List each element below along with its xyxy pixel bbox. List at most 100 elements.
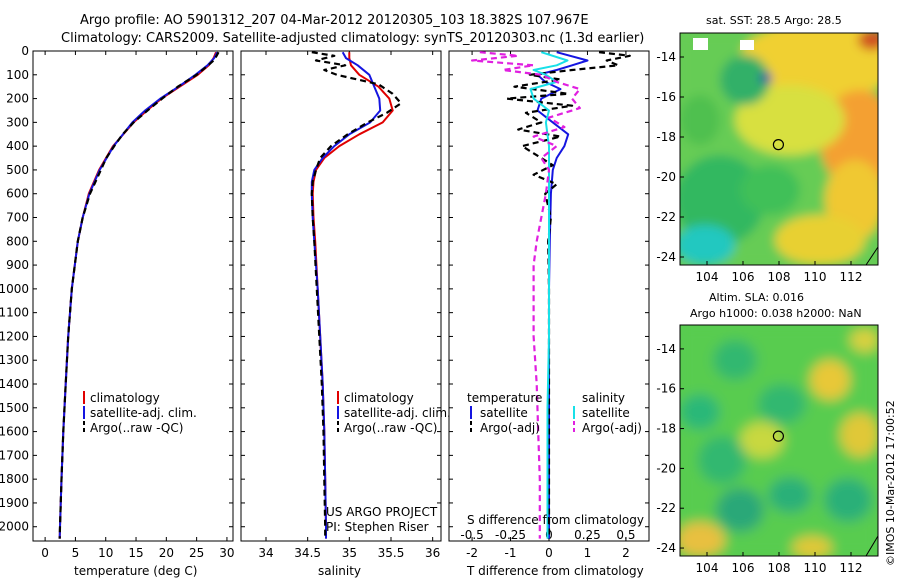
y-tick-label: 1400 bbox=[0, 377, 29, 391]
y-tick-label: 800 bbox=[6, 234, 29, 248]
y-tick-label: 1900 bbox=[0, 496, 29, 510]
y-tick-label: 700 bbox=[6, 211, 29, 225]
legend-climatology: climatology bbox=[344, 391, 414, 405]
sla-map-subtitle: Argo h1000: 0.038 h2000: NaN bbox=[690, 307, 862, 320]
lat-tick-label: -14 bbox=[656, 50, 676, 64]
sla-map-image bbox=[680, 325, 878, 556]
lat-tick-label: -16 bbox=[656, 90, 676, 104]
x-tick-label: 0 bbox=[41, 546, 49, 560]
legend-argo: Argo(..raw -QC) bbox=[90, 421, 183, 435]
y-tick-label: 1500 bbox=[0, 401, 29, 415]
x-tick-label: -2 bbox=[466, 546, 478, 560]
legend-temperature-title: temperature bbox=[467, 391, 542, 405]
lon-tick-label: 110 bbox=[804, 561, 827, 575]
temperature-legend: climatology satellite-adj. clim. Argo(..… bbox=[83, 391, 197, 435]
series-satellite bbox=[58, 51, 219, 539]
lat-tick-label: -24 bbox=[656, 541, 676, 555]
x-tick-label: 2 bbox=[622, 546, 630, 560]
series-satellite bbox=[310, 51, 382, 539]
lat-tick-label: -18 bbox=[656, 130, 676, 144]
x-tick-label: 30 bbox=[219, 546, 234, 560]
sst-nodata-patch bbox=[693, 38, 708, 50]
coastline bbox=[865, 535, 878, 556]
legend-salinity-title: salinity bbox=[582, 391, 625, 405]
y-tick-label: 100 bbox=[6, 68, 29, 82]
s-diff-tick-label: 0.5 bbox=[616, 528, 635, 542]
project-annotation: US ARGO PROJECT bbox=[326, 505, 438, 519]
y-tick-label: 1200 bbox=[0, 329, 29, 343]
argo-position-marker bbox=[772, 139, 785, 151]
legend-satellite: satellite-adj. clim. bbox=[90, 406, 197, 420]
sst-map-title: sat. SST: 28.5 Argo: 28.5 bbox=[706, 14, 842, 27]
lat-tick-label: -20 bbox=[656, 461, 676, 475]
x-tick-label: 34 bbox=[258, 546, 273, 560]
series-argo bbox=[310, 51, 403, 539]
y-tick-label: 600 bbox=[6, 187, 29, 201]
lat-tick-label: -20 bbox=[656, 170, 676, 184]
x-tick-label: 5 bbox=[72, 546, 80, 560]
legend-t-argo: Argo(-adj) bbox=[480, 421, 540, 435]
coastline bbox=[865, 246, 878, 265]
y-tick-label: 1000 bbox=[0, 282, 29, 296]
y-tick-label: 0 bbox=[21, 44, 29, 58]
series-argo bbox=[58, 51, 220, 539]
legend-climatology: climatology bbox=[90, 391, 160, 405]
x-tick-label: 25 bbox=[189, 546, 204, 560]
x-tick-label: 15 bbox=[128, 546, 143, 560]
sst-nodata-patch bbox=[740, 40, 754, 50]
x-tick-label: 35.5 bbox=[378, 546, 405, 560]
y-tick-label: 2000 bbox=[0, 520, 29, 534]
series-t-satellite bbox=[536, 51, 589, 539]
y-tick-label: 1300 bbox=[0, 353, 29, 367]
s-diff-tick-label: -0.5 bbox=[460, 528, 483, 542]
lat-tick-label: -22 bbox=[656, 501, 676, 515]
y-tick-label: 900 bbox=[6, 258, 29, 272]
lon-tick-label: 106 bbox=[732, 561, 755, 575]
lon-tick-label: 108 bbox=[768, 270, 791, 284]
series-climatology bbox=[58, 51, 217, 539]
lon-tick-label: 104 bbox=[696, 561, 719, 575]
s-diff-tick-label: 0.25 bbox=[574, 528, 601, 542]
lat-tick-label: -24 bbox=[656, 250, 676, 264]
y-tick-label: 1100 bbox=[0, 306, 29, 320]
s-diff-tick-label: -0.25 bbox=[495, 528, 526, 542]
lon-tick-label: 110 bbox=[804, 270, 827, 284]
y-tick-label: 500 bbox=[6, 163, 29, 177]
legend-argo: Argo(..raw -QC) bbox=[344, 421, 437, 435]
lon-tick-label: 106 bbox=[732, 270, 755, 284]
salinity-x-label: salinity bbox=[318, 564, 361, 578]
sla-field-blobs bbox=[680, 325, 878, 556]
x-tick-label: 35 bbox=[342, 546, 357, 560]
lon-tick-label: 104 bbox=[696, 270, 719, 284]
x-tick-label: 1 bbox=[584, 546, 592, 560]
x-tick-label: -1 bbox=[505, 546, 517, 560]
sla-map-title: Altim. SLA: 0.016 bbox=[709, 291, 804, 304]
difference-legend: temperature satellite Argo(-adj) salinit… bbox=[467, 391, 644, 527]
sla-map-axes: -14 -16 -18 -20 -22 -24 104 106 108 110 112 bbox=[656, 342, 862, 575]
temperature-x-label: temperature (deg C) bbox=[74, 564, 197, 578]
x-tick-label: 10 bbox=[98, 546, 113, 560]
legend-satellite: satellite-adj. clim. bbox=[344, 406, 451, 420]
legend-s-argo: Argo(-adj) bbox=[582, 421, 642, 435]
legend-t-satellite: satellite bbox=[480, 406, 528, 420]
x-tick-label: 20 bbox=[159, 546, 174, 560]
imos-timestamp: ©IMOS 10-Mar-2012 17:00:52 bbox=[884, 400, 897, 566]
legend-s-satellite: satellite bbox=[582, 406, 630, 420]
series-s-argo bbox=[471, 51, 581, 539]
series-t-argo bbox=[505, 51, 631, 539]
header-line1: Argo profile: AO 5901312_207 04-Mar-2012… bbox=[80, 13, 589, 28]
salinity-chart: 34 34.5 35 35.5 36 bbox=[241, 50, 441, 560]
difference-x-label: T difference from climatology bbox=[466, 564, 644, 578]
y-tick-label: 1600 bbox=[0, 425, 29, 439]
sst-map-axes: -14 -16 -18 -20 -22 -24 104 106 108 110 112 bbox=[656, 50, 862, 284]
x-tick-label: 34.5 bbox=[294, 546, 321, 560]
lat-tick-label: -18 bbox=[656, 422, 676, 436]
lon-tick-label: 112 bbox=[840, 561, 863, 575]
pi-annotation: PI: Stephen Riser bbox=[326, 520, 429, 534]
x-tick-label: 36 bbox=[425, 546, 440, 560]
sst-map-image bbox=[680, 33, 878, 265]
temperature-plot-frame bbox=[32, 50, 234, 542]
x-tick-label: 0 bbox=[545, 546, 553, 560]
salinity-legend: climatology satellite-adj. clim. Argo(..… bbox=[326, 391, 451, 534]
